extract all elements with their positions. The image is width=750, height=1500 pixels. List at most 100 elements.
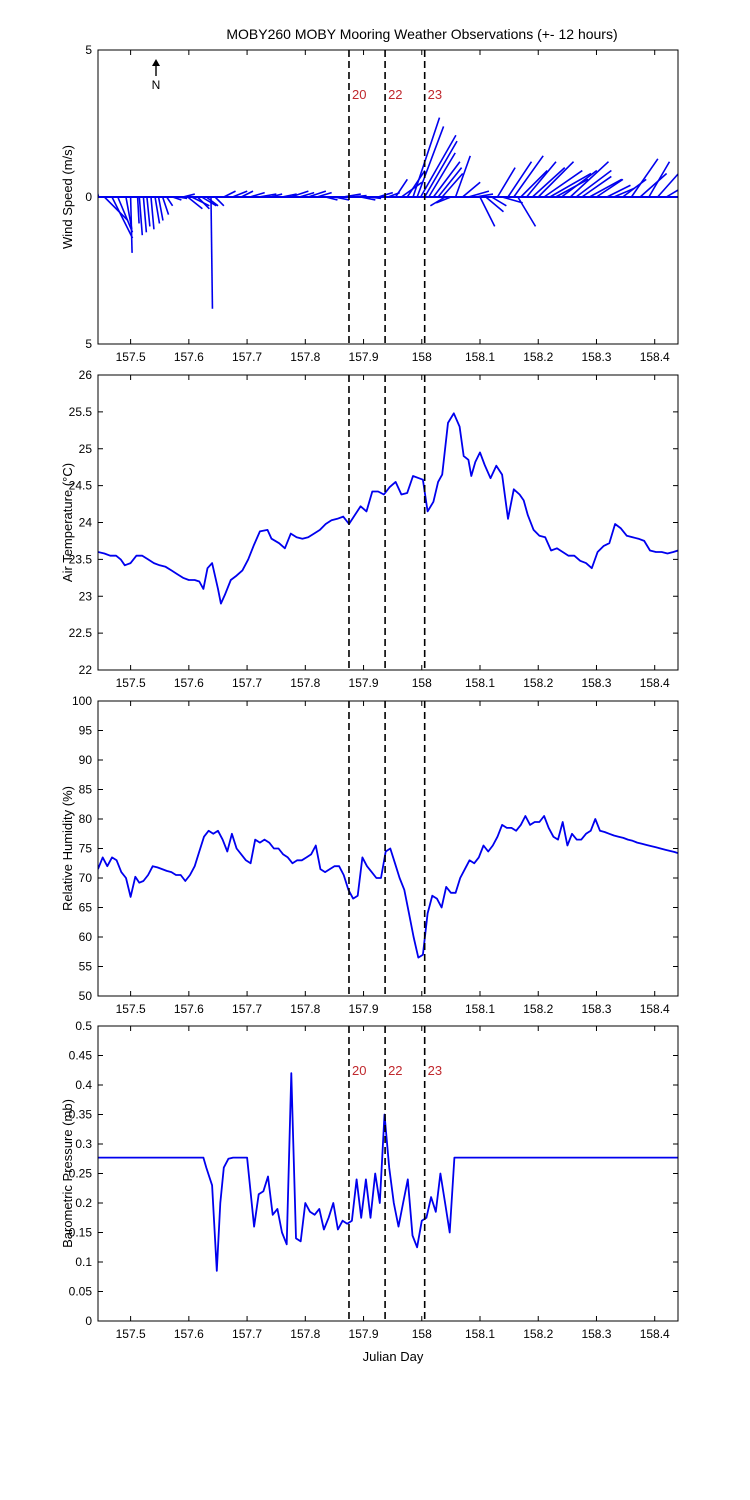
wind-vector <box>677 196 678 197</box>
y-tick-label: 0.05 <box>69 1285 93 1299</box>
x-tick-label: 158.3 <box>581 1002 611 1016</box>
x-tick-label: 158.3 <box>581 350 611 364</box>
y-tick-label: 0 <box>85 1314 92 1328</box>
x-tick-label: 158.1 <box>465 676 495 690</box>
wind-vector <box>485 196 504 213</box>
wind-vector <box>549 172 592 198</box>
barometric-pressure-series-line <box>98 1072 678 1272</box>
figure-title: MOBY260 MOBY Mooring Weather Observation… <box>226 26 617 42</box>
x-tick-label: 157.6 <box>174 676 204 690</box>
x-tick-label: 158.3 <box>581 676 611 690</box>
x-tick-label: 157.6 <box>174 1327 204 1341</box>
x-tick-label: 158 <box>412 676 432 690</box>
wind-vector <box>525 161 557 198</box>
x-tick-label: 158.1 <box>465 1002 495 1016</box>
y-tick-label: 24 <box>79 516 93 530</box>
relative-humidity-data <box>98 815 678 959</box>
wind-vector <box>223 190 236 198</box>
relative-humidity-frame <box>97 700 679 997</box>
x-tick-label: 158 <box>412 350 432 364</box>
x-tick-label: 158.2 <box>523 1327 553 1341</box>
wind-vector <box>555 178 589 198</box>
wind-vector <box>249 191 265 198</box>
wind-vector <box>138 196 144 236</box>
wind-vector <box>258 193 277 198</box>
y-tick-label: 26 <box>79 368 93 382</box>
wind-vector <box>157 196 164 221</box>
barometric-pressure-data <box>98 1072 678 1272</box>
y-tick-label: 0.35 <box>69 1108 93 1122</box>
y-tick-label: 5 <box>85 337 92 351</box>
wind-vector <box>589 178 623 198</box>
wind-vector <box>596 178 624 198</box>
y-tick-label: 0.5 <box>75 1019 92 1033</box>
wind-vector <box>270 193 283 198</box>
x-tick-label: 157.9 <box>349 676 379 690</box>
y-tick-label: 0.1 <box>75 1255 92 1269</box>
x-tick-label: 158.1 <box>465 350 495 364</box>
x-tick-label: 157.6 <box>174 1002 204 1016</box>
y-tick-label: 65 <box>79 901 93 915</box>
wind-vector <box>187 196 203 210</box>
x-tick-label: 157.8 <box>290 676 320 690</box>
wind-vector <box>172 196 182 201</box>
wind-vector <box>416 126 445 198</box>
y-tick-label: 60 <box>79 930 93 944</box>
wind-vector <box>299 191 315 198</box>
wind-vector <box>201 196 217 207</box>
wind-vector <box>136 196 140 224</box>
marker-label: 22 <box>388 1063 402 1078</box>
wind-vector <box>129 196 133 253</box>
y-tick-label: 75 <box>79 842 93 856</box>
wind-vector <box>648 161 671 198</box>
y-tick-label: 22.5 <box>69 626 93 640</box>
y-tick-label: 22 <box>79 663 93 677</box>
barometric-pressure-y-axis-label: Barometric Pressure (mb) <box>60 1099 75 1248</box>
wind-vector <box>475 193 494 198</box>
y-tick-label: 90 <box>79 753 93 767</box>
y-tick-label: 0.2 <box>75 1196 92 1210</box>
wind-vector <box>437 167 463 198</box>
wind-vector <box>316 191 332 198</box>
wind-vector <box>428 152 456 198</box>
wind-speed-data <box>98 117 678 309</box>
y-tick-label: 85 <box>79 783 93 797</box>
y-tick-label: 25 <box>79 442 93 456</box>
marker-label: 20 <box>352 1063 366 1078</box>
y-tick-label: 5 <box>85 43 92 57</box>
x-tick-label: 158.4 <box>640 1327 670 1341</box>
wind-vector <box>343 193 361 198</box>
barometric-pressure-panel: 157.5 157.6 157.7 157.8 157.9 158 158.1 158.2 15… <box>60 1019 679 1341</box>
wind-vector <box>569 161 610 198</box>
y-tick-label: 0.25 <box>69 1167 93 1181</box>
wind-vector <box>606 184 631 198</box>
wind-vector <box>166 196 174 207</box>
wind-vector <box>307 190 327 198</box>
marker-label: 23 <box>428 87 442 102</box>
wind-vector <box>491 196 507 207</box>
wind-vector <box>462 181 481 198</box>
wind-vector <box>531 167 566 198</box>
wind-vector <box>240 190 254 198</box>
x-tick-label: 158.2 <box>523 676 553 690</box>
x-tick-label: 157.8 <box>290 350 320 364</box>
y-tick-label: 70 <box>79 871 93 885</box>
wind-vector <box>394 178 408 198</box>
wind-vector <box>360 196 376 201</box>
wind-vector <box>657 172 678 198</box>
wind-vector <box>513 155 544 198</box>
y-tick-label: 0.45 <box>69 1049 93 1063</box>
barometric-pressure-frame <box>97 1025 679 1322</box>
wind-vector <box>290 190 309 198</box>
wind-vector <box>197 196 210 210</box>
y-tick-label: 0.15 <box>69 1226 93 1240</box>
wind-vector <box>117 196 134 233</box>
wind-vector <box>561 169 598 198</box>
north-label: N <box>152 78 161 92</box>
wind-vector <box>441 172 464 198</box>
wind-vector <box>479 196 496 227</box>
wind-vector <box>214 196 225 207</box>
wind-vector <box>454 155 472 198</box>
wind-vector <box>432 161 461 198</box>
